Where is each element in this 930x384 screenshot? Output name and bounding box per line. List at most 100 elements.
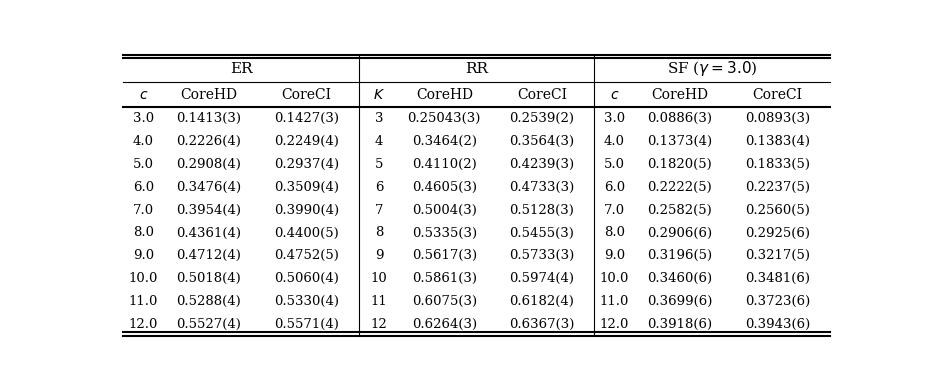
Text: 0.3460(6): 0.3460(6)	[647, 272, 712, 285]
Text: 0.4605(3): 0.4605(3)	[412, 181, 477, 194]
Text: 8: 8	[375, 227, 383, 240]
Text: CoreCI: CoreCI	[517, 88, 567, 102]
Text: ER: ER	[230, 61, 252, 76]
Text: 0.2249(4): 0.2249(4)	[274, 135, 339, 148]
Text: 0.5018(4): 0.5018(4)	[177, 272, 241, 285]
Text: 0.5455(3): 0.5455(3)	[510, 227, 575, 240]
Text: 0.2906(6): 0.2906(6)	[647, 227, 712, 240]
Text: 0.2560(5): 0.2560(5)	[745, 204, 810, 217]
Text: 0.2539(2): 0.2539(2)	[510, 112, 575, 125]
Text: CoreHD: CoreHD	[180, 88, 237, 102]
Text: 0.6075(3): 0.6075(3)	[412, 295, 477, 308]
Text: 0.3723(6): 0.3723(6)	[745, 295, 810, 308]
Text: 7.0: 7.0	[604, 204, 625, 217]
Text: 0.4733(3): 0.4733(3)	[510, 181, 575, 194]
Text: 0.4361(4): 0.4361(4)	[177, 227, 241, 240]
Text: 0.5861(3): 0.5861(3)	[412, 272, 477, 285]
Text: $K$: $K$	[373, 88, 385, 102]
Text: 0.1427(3): 0.1427(3)	[274, 112, 339, 125]
Text: 7: 7	[375, 204, 383, 217]
Text: 6.0: 6.0	[133, 181, 154, 194]
Text: 0.4400(5): 0.4400(5)	[274, 227, 339, 240]
Text: RR: RR	[465, 61, 488, 76]
Text: 0.2226(4): 0.2226(4)	[177, 135, 241, 148]
Text: 0.1833(5): 0.1833(5)	[745, 158, 810, 171]
Text: 10.0: 10.0	[128, 272, 158, 285]
Text: 9.0: 9.0	[133, 249, 154, 262]
Text: 0.2237(5): 0.2237(5)	[745, 181, 810, 194]
Text: 0.3196(5): 0.3196(5)	[647, 249, 712, 262]
Text: 8.0: 8.0	[604, 227, 625, 240]
Text: 0.2582(5): 0.2582(5)	[647, 204, 712, 217]
Text: 0.5527(4): 0.5527(4)	[177, 318, 241, 331]
Text: 5.0: 5.0	[604, 158, 625, 171]
Text: 4.0: 4.0	[133, 135, 154, 148]
Text: 0.5617(3): 0.5617(3)	[412, 249, 477, 262]
Text: 8.0: 8.0	[133, 227, 154, 240]
Text: 6: 6	[375, 181, 383, 194]
Text: 0.2222(5): 0.2222(5)	[647, 181, 712, 194]
Text: $c$: $c$	[610, 88, 619, 102]
Text: 0.5974(4): 0.5974(4)	[510, 272, 575, 285]
Text: CoreHD: CoreHD	[416, 88, 472, 102]
Text: 9.0: 9.0	[604, 249, 625, 262]
Text: 0.5128(3): 0.5128(3)	[510, 204, 575, 217]
Text: 0.3564(3): 0.3564(3)	[510, 135, 575, 148]
Text: 0.1413(3): 0.1413(3)	[177, 112, 241, 125]
Text: 12.0: 12.0	[600, 318, 629, 331]
Text: 0.3509(4): 0.3509(4)	[274, 181, 339, 194]
Text: 0.3217(5): 0.3217(5)	[745, 249, 810, 262]
Text: 0.25043(3): 0.25043(3)	[407, 112, 481, 125]
Text: 4: 4	[375, 135, 383, 148]
Text: 0.3918(6): 0.3918(6)	[647, 318, 712, 331]
Text: 0.2925(6): 0.2925(6)	[745, 227, 810, 240]
Text: 11.0: 11.0	[600, 295, 629, 308]
Text: 3.0: 3.0	[604, 112, 625, 125]
Text: 0.3954(4): 0.3954(4)	[177, 204, 241, 217]
Text: 11.0: 11.0	[128, 295, 158, 308]
Text: 0.4110(2): 0.4110(2)	[412, 158, 477, 171]
Text: 0.5335(3): 0.5335(3)	[412, 227, 477, 240]
Text: 5: 5	[375, 158, 383, 171]
Text: 5.0: 5.0	[133, 158, 154, 171]
Text: 0.3990(4): 0.3990(4)	[274, 204, 339, 217]
Text: 10: 10	[370, 272, 387, 285]
Text: 9: 9	[375, 249, 383, 262]
Text: CoreCI: CoreCI	[282, 88, 331, 102]
Text: 0.6264(3): 0.6264(3)	[412, 318, 477, 331]
Text: 11: 11	[370, 295, 387, 308]
Text: 0.5733(3): 0.5733(3)	[510, 249, 575, 262]
Text: 0.4752(5): 0.4752(5)	[274, 249, 339, 262]
Text: 0.1373(4): 0.1373(4)	[647, 135, 712, 148]
Text: 7.0: 7.0	[133, 204, 154, 217]
Text: CoreHD: CoreHD	[651, 88, 709, 102]
Text: 0.6367(3): 0.6367(3)	[510, 318, 575, 331]
Text: 3.0: 3.0	[133, 112, 154, 125]
Text: 0.2937(4): 0.2937(4)	[274, 158, 339, 171]
Text: 0.3476(4): 0.3476(4)	[177, 181, 242, 194]
Text: SF ($\gamma = 3.0$): SF ($\gamma = 3.0$)	[667, 59, 757, 78]
Text: 0.1820(5): 0.1820(5)	[647, 158, 712, 171]
Text: 0.5004(3): 0.5004(3)	[412, 204, 477, 217]
Text: 0.1383(4): 0.1383(4)	[745, 135, 810, 148]
Text: 0.0886(3): 0.0886(3)	[647, 112, 712, 125]
Text: 3: 3	[375, 112, 383, 125]
Text: 4.0: 4.0	[604, 135, 625, 148]
Text: 12.0: 12.0	[128, 318, 158, 331]
Text: $c$: $c$	[139, 88, 148, 102]
Text: 0.3481(6): 0.3481(6)	[745, 272, 810, 285]
Text: 0.2908(4): 0.2908(4)	[177, 158, 241, 171]
Text: CoreCI: CoreCI	[752, 88, 803, 102]
Text: 10.0: 10.0	[600, 272, 629, 285]
Text: 0.4239(3): 0.4239(3)	[510, 158, 575, 171]
Text: 0.0893(3): 0.0893(3)	[745, 112, 810, 125]
Text: 0.4712(4): 0.4712(4)	[177, 249, 241, 262]
Text: 0.5288(4): 0.5288(4)	[177, 295, 241, 308]
Text: 12: 12	[370, 318, 387, 331]
Text: 0.3464(2): 0.3464(2)	[412, 135, 477, 148]
Text: 0.3699(6): 0.3699(6)	[647, 295, 712, 308]
Text: 0.5060(4): 0.5060(4)	[274, 272, 339, 285]
Text: 0.3943(6): 0.3943(6)	[745, 318, 810, 331]
Text: 0.6182(4): 0.6182(4)	[510, 295, 575, 308]
Text: 6.0: 6.0	[604, 181, 625, 194]
